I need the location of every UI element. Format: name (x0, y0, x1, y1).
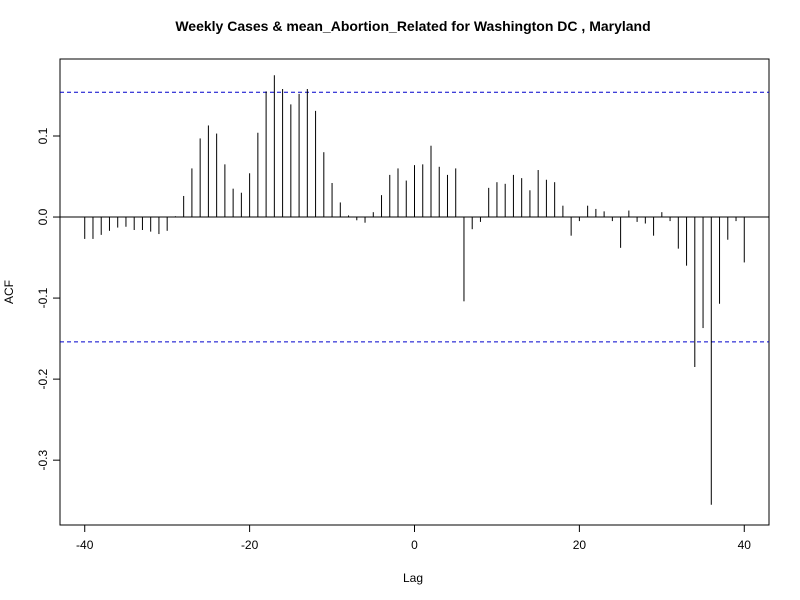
x-tick-label: -20 (241, 538, 259, 552)
x-axis: -40 -20 0 20 40 (76, 525, 751, 552)
x-tick-label: -40 (76, 538, 94, 552)
y-axis: -0.3 -0.2 -0.1 0.0 0.1 (36, 127, 60, 471)
chart-title: Weekly Cases & mean_Abortion_Related for… (175, 18, 650, 34)
acf-bars (84, 75, 745, 505)
x-axis-label: Lag (403, 571, 423, 585)
y-tick-label: -0.3 (36, 450, 50, 471)
confidence-band (60, 91, 769, 343)
y-tick-label: 0.0 (36, 208, 50, 225)
y-tick-label: 0.1 (36, 127, 50, 144)
x-tick-label: 40 (738, 538, 752, 552)
x-tick-label: 0 (411, 538, 418, 552)
y-tick-label: -0.1 (36, 287, 50, 308)
y-tick-label: -0.2 (36, 368, 50, 389)
y-axis-label: ACF (2, 280, 16, 304)
x-tick-label: 20 (573, 538, 587, 552)
